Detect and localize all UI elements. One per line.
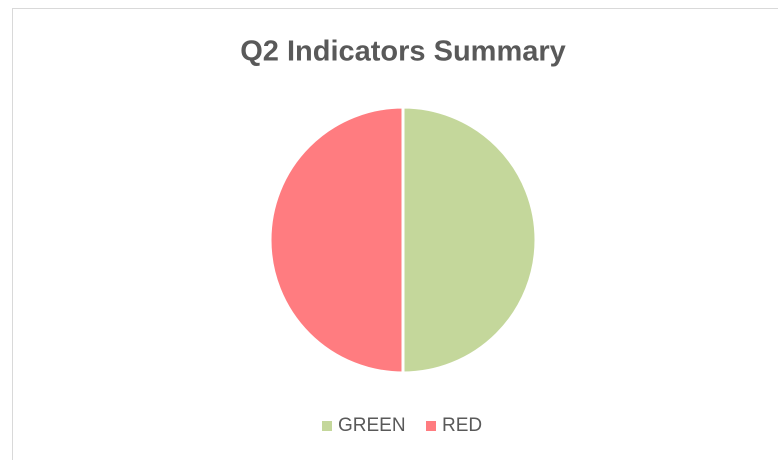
legend-label: GREEN (338, 415, 406, 436)
pie-slice (401, 105, 538, 375)
legend-label: RED (442, 415, 482, 436)
legend-swatch (322, 421, 332, 431)
pie-slice (268, 105, 405, 375)
legend-swatch (426, 421, 436, 431)
chart-title: Q2 Indicators Summary (240, 36, 566, 68)
